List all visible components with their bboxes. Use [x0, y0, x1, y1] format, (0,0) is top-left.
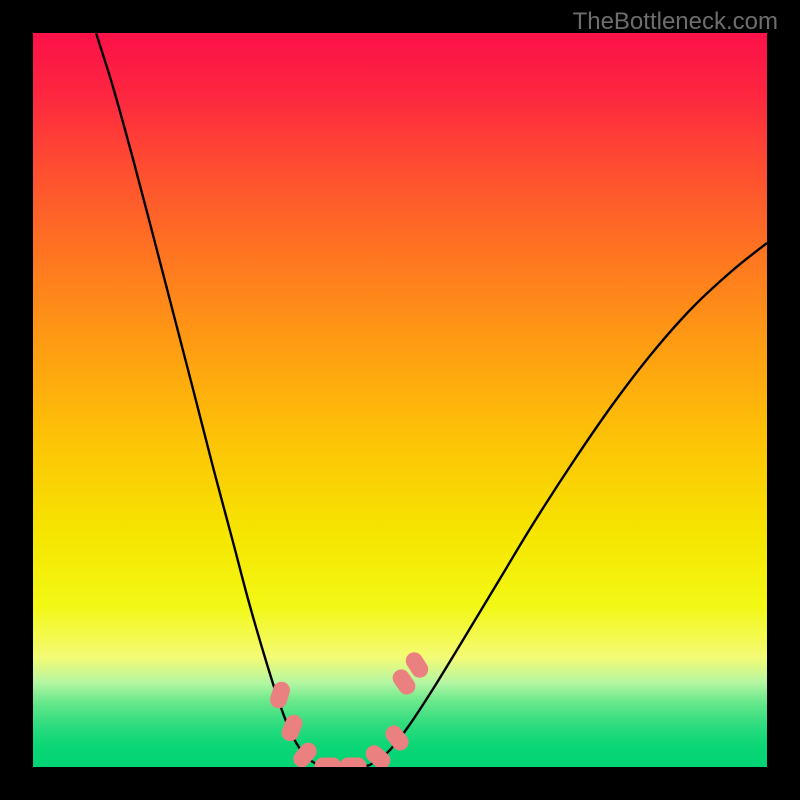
- watermark-text: TheBottleneck.com: [573, 8, 778, 36]
- curve-marker: [340, 758, 366, 767]
- curve-marker: [269, 680, 292, 710]
- curve-markers: [269, 650, 431, 767]
- curve-marker: [315, 758, 341, 767]
- curve-marker: [363, 743, 393, 767]
- plot-area: [33, 33, 767, 767]
- bottleneck-curve: [96, 33, 767, 766]
- curve-overlay: [33, 33, 767, 767]
- chart-stage: { "watermark": { "text": "TheBottleneck.…: [0, 0, 800, 800]
